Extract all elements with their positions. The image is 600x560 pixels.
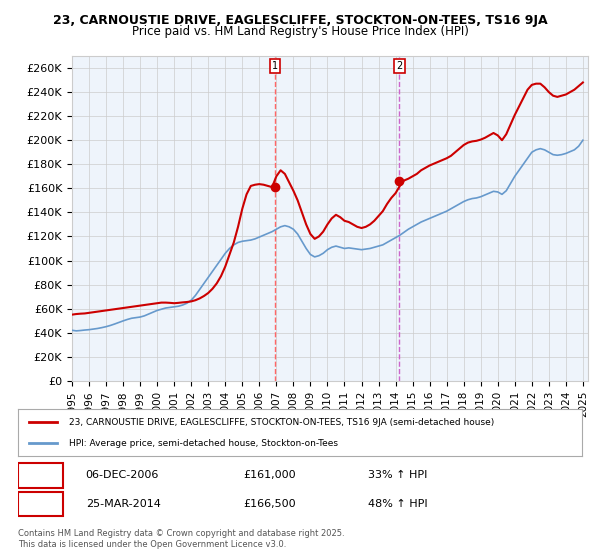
Text: Price paid vs. HM Land Registry's House Price Index (HPI): Price paid vs. HM Land Registry's House … [131,25,469,38]
Text: £161,000: £161,000 [244,470,296,480]
Text: 23, CARNOUSTIE DRIVE, EAGLESCLIFFE, STOCKTON-ON-TEES, TS16 9JA: 23, CARNOUSTIE DRIVE, EAGLESCLIFFE, STOC… [53,14,547,27]
Text: 06-DEC-2006: 06-DEC-2006 [86,470,159,480]
FancyBboxPatch shape [18,463,63,488]
Text: HPI: Average price, semi-detached house, Stockton-on-Tees: HPI: Average price, semi-detached house,… [69,438,338,447]
Text: £166,500: £166,500 [244,499,296,509]
Text: 33% ↑ HPI: 33% ↑ HPI [368,470,427,480]
Text: 2: 2 [397,60,403,71]
FancyBboxPatch shape [18,492,63,516]
Text: 1: 1 [37,470,44,480]
Text: 1: 1 [272,60,278,71]
Text: 48% ↑ HPI: 48% ↑ HPI [368,499,427,509]
Text: 23, CARNOUSTIE DRIVE, EAGLESCLIFFE, STOCKTON-ON-TEES, TS16 9JA (semi-detached ho: 23, CARNOUSTIE DRIVE, EAGLESCLIFFE, STOC… [69,418,494,427]
Text: 2: 2 [37,499,44,509]
Text: 25-MAR-2014: 25-MAR-2014 [86,499,161,509]
Text: Contains HM Land Registry data © Crown copyright and database right 2025.
This d: Contains HM Land Registry data © Crown c… [18,529,344,549]
